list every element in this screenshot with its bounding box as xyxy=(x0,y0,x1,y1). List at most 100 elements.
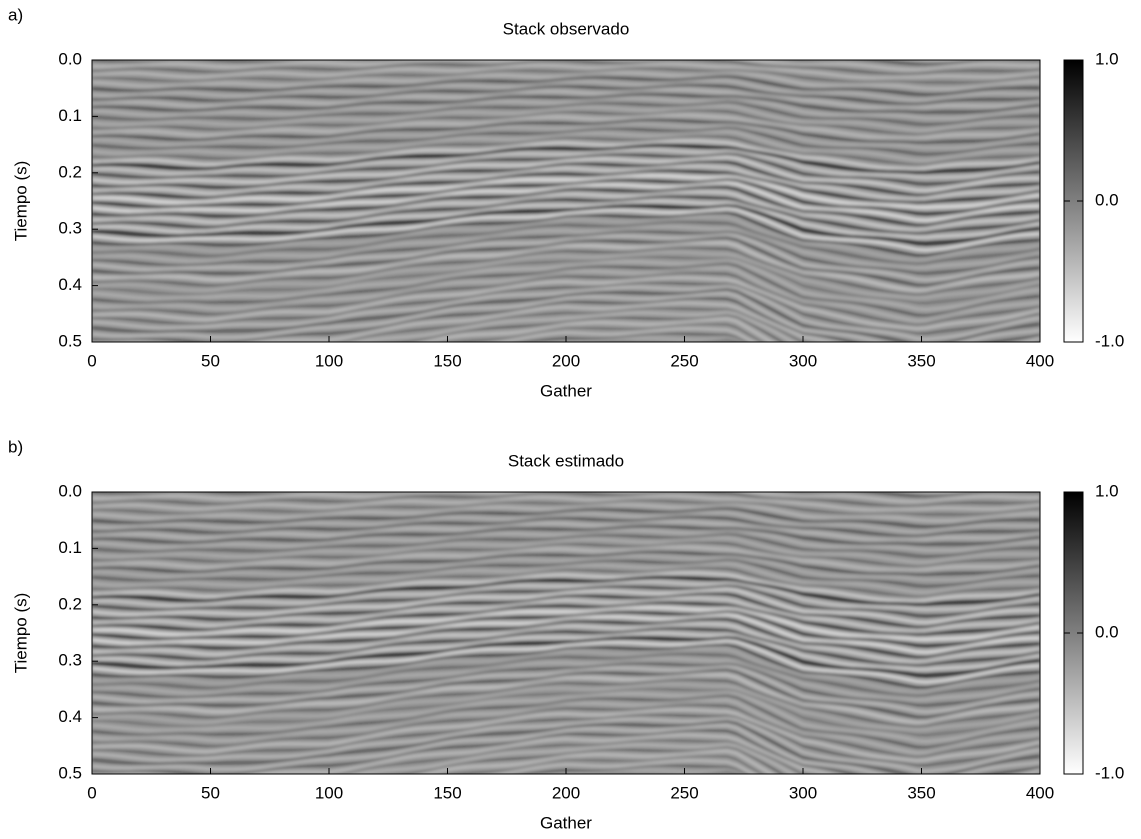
reflector xyxy=(92,579,1040,612)
reflector xyxy=(92,164,1040,202)
reflector xyxy=(92,285,1040,341)
reflector xyxy=(92,207,1040,252)
reflector xyxy=(396,313,785,342)
reflector xyxy=(92,661,1040,708)
reflector xyxy=(92,265,1040,324)
reflector xyxy=(92,184,1040,229)
reflector xyxy=(416,316,776,342)
reflector xyxy=(92,536,1040,564)
reflector xyxy=(92,647,1040,695)
reflector xyxy=(92,235,1040,289)
reflector xyxy=(92,510,1040,534)
reflector xyxy=(92,631,1040,672)
reflector xyxy=(92,531,1040,560)
x-axis-label: Gather xyxy=(540,381,592,400)
reflector xyxy=(92,712,1040,767)
reflector xyxy=(92,612,1040,655)
reflector xyxy=(92,591,1040,630)
reflector xyxy=(92,203,1040,246)
reflector xyxy=(92,232,1040,282)
reflector xyxy=(92,60,1040,72)
reflector xyxy=(92,210,1040,258)
panel-label: b) xyxy=(8,437,23,456)
y-tick-label: 0.1 xyxy=(58,106,82,125)
reflector xyxy=(92,82,1040,107)
x-tick-label: 50 xyxy=(201,783,220,802)
y-tick-label: 0.5 xyxy=(58,763,82,782)
reflector xyxy=(92,728,1040,774)
reflector xyxy=(92,180,1040,223)
y-tick-label: 0.1 xyxy=(58,538,82,557)
reflector xyxy=(92,557,1040,589)
reflector xyxy=(333,306,1040,342)
reflector xyxy=(92,616,1040,661)
reflector xyxy=(92,667,1040,721)
reflector xyxy=(92,677,1040,729)
y-tick-label: 0.0 xyxy=(58,49,82,68)
reflector xyxy=(92,672,1040,726)
x-tick-label: 50 xyxy=(201,351,220,370)
reflector xyxy=(92,199,1040,240)
x-tick-label: 350 xyxy=(907,351,935,370)
reflector xyxy=(92,280,1040,335)
x-tick-label: 250 xyxy=(670,351,698,370)
reflector xyxy=(92,301,1040,342)
reflector xyxy=(92,605,1040,642)
reflector xyxy=(92,177,1040,217)
reflector xyxy=(92,697,1040,756)
y-tick-label: 0.2 xyxy=(58,162,82,181)
reflector xyxy=(92,693,1040,751)
reflector xyxy=(92,261,1040,319)
reflector xyxy=(92,639,1040,684)
reflector xyxy=(92,258,1040,312)
reflector xyxy=(92,255,1040,305)
reflector xyxy=(92,87,1040,111)
reflector xyxy=(92,159,1040,198)
x-tick-label: 300 xyxy=(789,783,817,802)
image xyxy=(92,475,1040,774)
reflector xyxy=(92,104,1040,132)
reflector xyxy=(92,540,1040,569)
reflector xyxy=(92,122,1040,150)
reflector xyxy=(494,326,757,342)
reflector xyxy=(92,554,1040,582)
reflector xyxy=(92,561,1040,595)
colorbar-tick-label: 1.0 xyxy=(1095,481,1119,500)
reflector xyxy=(92,584,1040,619)
reflector xyxy=(92,125,1040,157)
reflector xyxy=(92,596,1040,634)
reflector xyxy=(92,38,1040,48)
reflector xyxy=(333,738,1040,774)
reflector xyxy=(92,528,1040,553)
y-tick-label: 0.2 xyxy=(58,594,82,613)
reflector xyxy=(92,143,1040,175)
reflector xyxy=(92,475,1040,486)
reflector xyxy=(917,60,966,62)
reflector xyxy=(92,129,1040,163)
reflector xyxy=(92,275,1040,331)
panel: b) Stack estimado 0 50 100 150 200 250 300 350 400… xyxy=(8,437,1124,832)
reflector xyxy=(92,96,1040,121)
reflector xyxy=(433,321,766,342)
reflector xyxy=(348,742,797,774)
reflector xyxy=(348,310,797,342)
colorbar-tick-label: -1.0 xyxy=(1095,763,1124,782)
reflector xyxy=(92,296,1040,342)
x-tick-label: 200 xyxy=(552,783,580,802)
y-tick-label: 0.3 xyxy=(58,651,82,670)
reflector xyxy=(494,758,757,774)
reflectors xyxy=(92,38,1040,342)
reflector xyxy=(92,78,1040,102)
x-tick-label: 400 xyxy=(1026,351,1054,370)
colorbar-tick-label: -1.0 xyxy=(1095,331,1124,350)
y-axis-label: Tiempo (s) xyxy=(11,161,30,242)
reflector xyxy=(92,133,1040,168)
reflector xyxy=(92,245,1040,297)
reflector xyxy=(92,514,1040,539)
reflector xyxy=(92,91,1040,115)
y-tick-label: 0.3 xyxy=(58,219,82,238)
reflector xyxy=(92,656,1040,702)
reflector xyxy=(92,626,1040,668)
x-tick-label: 200 xyxy=(552,351,580,370)
chart-title: Stack observado xyxy=(503,19,630,38)
